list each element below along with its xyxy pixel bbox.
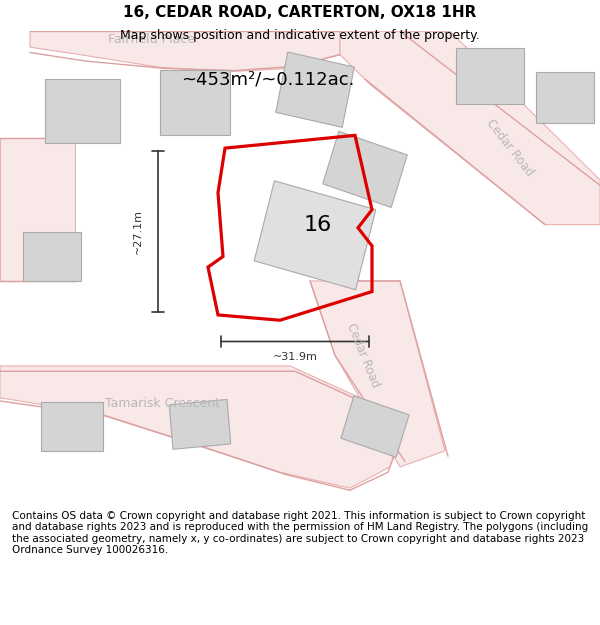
Polygon shape <box>341 396 409 458</box>
Polygon shape <box>160 69 230 136</box>
Polygon shape <box>0 366 400 488</box>
Text: Fairfield Place: Fairfield Place <box>108 33 195 46</box>
Text: Cedar Road: Cedar Road <box>484 117 536 179</box>
Polygon shape <box>340 31 600 224</box>
Text: Cedar Road: Cedar Road <box>344 321 382 389</box>
Polygon shape <box>254 181 376 290</box>
Polygon shape <box>41 402 103 451</box>
Polygon shape <box>276 52 354 127</box>
Text: ~27.1m: ~27.1m <box>133 209 143 254</box>
Text: ~453m²/~0.112ac.: ~453m²/~0.112ac. <box>181 70 355 88</box>
Text: 16: 16 <box>304 214 332 234</box>
Text: ~31.9m: ~31.9m <box>272 352 317 362</box>
Text: Tamarisk Crescent: Tamarisk Crescent <box>105 397 220 409</box>
Polygon shape <box>536 72 594 122</box>
Polygon shape <box>30 31 340 72</box>
Text: Map shows position and indicative extent of the property.: Map shows position and indicative extent… <box>120 29 480 42</box>
Text: 16, CEDAR ROAD, CARTERTON, OX18 1HR: 16, CEDAR ROAD, CARTERTON, OX18 1HR <box>124 5 476 20</box>
Polygon shape <box>0 138 75 281</box>
Polygon shape <box>456 48 524 104</box>
Polygon shape <box>44 79 119 142</box>
Polygon shape <box>169 399 231 449</box>
Polygon shape <box>323 131 407 208</box>
Polygon shape <box>310 281 445 467</box>
Text: Contains OS data © Crown copyright and database right 2021. This information is : Contains OS data © Crown copyright and d… <box>12 511 588 556</box>
Polygon shape <box>23 232 81 281</box>
